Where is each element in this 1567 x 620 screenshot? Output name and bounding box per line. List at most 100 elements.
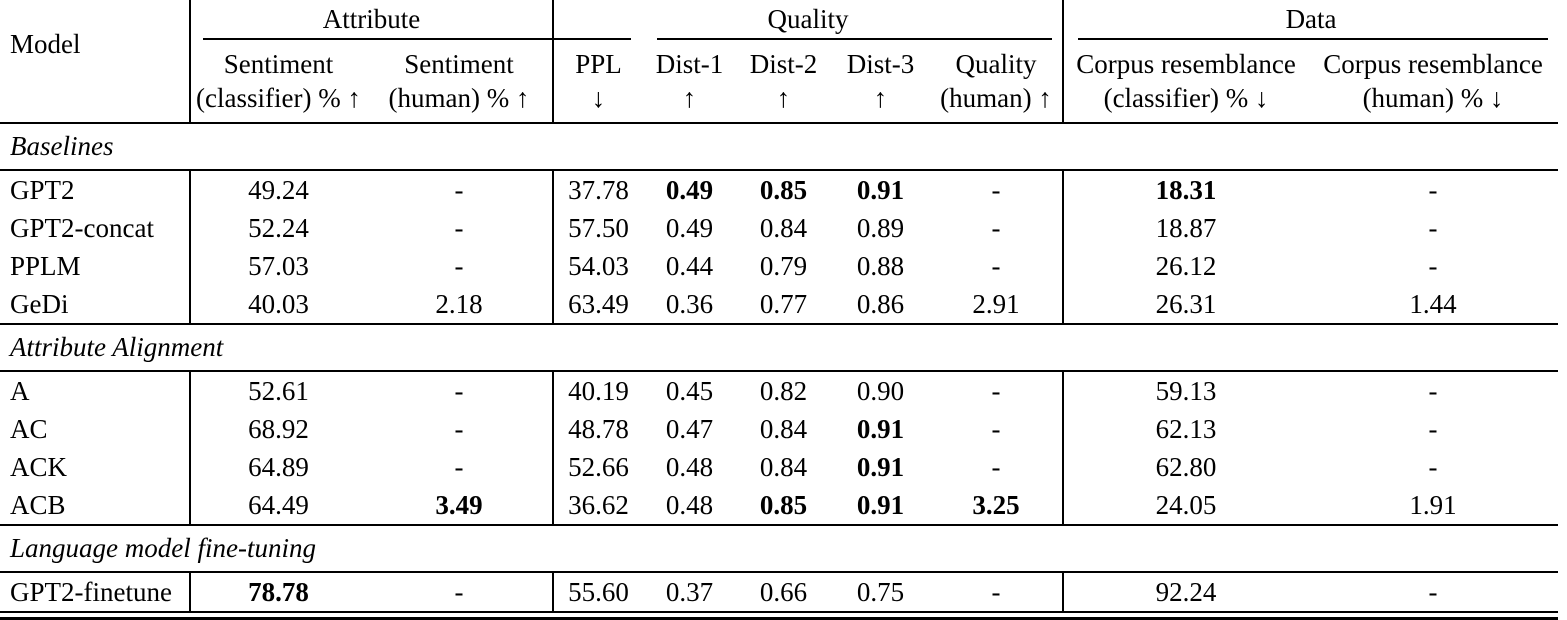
col-header-dist3: Dist-3 ↑ — [831, 44, 931, 124]
model-name: PPLM — [10, 250, 81, 281]
bottom-rule — [0, 612, 1559, 620]
section-row-attribute-alignment: Attribute Alignment — [0, 323, 1559, 372]
cell: 0.82 — [759, 375, 808, 406]
cell: 64.49 — [189, 486, 366, 525]
cell: 0.45 — [665, 375, 714, 406]
cell: 78.78 — [189, 572, 366, 613]
cell: 0.88 — [856, 250, 905, 281]
model-name: GPT2-concat — [10, 212, 154, 243]
cell: 52.24 — [189, 209, 366, 247]
cell: - — [1308, 572, 1559, 613]
cell: 18.31 — [1062, 170, 1309, 209]
cell: 52.66 — [552, 448, 644, 486]
cell: 0.90 — [856, 375, 905, 406]
cell: 68.92 — [189, 410, 366, 448]
cell: - — [454, 375, 464, 406]
cell: - — [454, 174, 464, 205]
cell: 62.80 — [1062, 448, 1309, 486]
cell: - — [991, 413, 1001, 444]
cell: - — [991, 451, 1001, 482]
cell: 0.85 — [759, 489, 808, 520]
table-row-pplm: PPLM 57.03 - 54.03 0.44 0.79 0.88 - 26.1… — [0, 247, 1558, 285]
column-header-row: Sentiment (classifier) % ↑ Sentiment (huma… — [0, 44, 1559, 124]
cell: 26.31 — [1062, 285, 1309, 324]
cell: 48.78 — [552, 410, 644, 448]
bottom-rule-row — [0, 612, 1559, 620]
table-row-ack: ACK 64.89 - 52.66 0.48 0.84 0.91 - 62.80… — [0, 448, 1558, 486]
cell: 92.24 — [1062, 572, 1309, 613]
cell: 0.77 — [759, 288, 808, 319]
cell: 64.89 — [189, 448, 366, 486]
cell: 63.49 — [552, 285, 644, 324]
cell: - — [930, 572, 1064, 613]
model-name: GPT2-finetune — [0, 572, 190, 613]
table-row-acb: ACB 64.49 3.49 36.62 0.48 0.85 0.91 3.25… — [0, 486, 1558, 525]
cell: 0.79 — [759, 250, 808, 281]
group-attribute: Attribute — [188, 0, 554, 38]
cell: 24.05 — [1062, 486, 1309, 525]
cell: 0.44 — [665, 250, 714, 281]
cell: 0.84 — [759, 451, 808, 482]
cell: 2.18 — [435, 288, 483, 319]
cell: - — [1428, 375, 1438, 406]
ppl-cmidrule — [554, 38, 632, 40]
table-row-gedi: GeDi 40.03 2.18 63.49 0.36 0.77 0.86 2.9… — [0, 285, 1558, 324]
cell: 0.37 — [643, 572, 737, 613]
cell: - — [1428, 212, 1438, 243]
cell: 57.50 — [552, 209, 644, 247]
cell: 0.86 — [856, 288, 905, 319]
cell: 54.03 — [552, 247, 644, 285]
model-column-header: Model — [0, 0, 190, 124]
cell: - — [454, 451, 464, 482]
cell: 0.49 — [665, 174, 714, 205]
col-header-ppl: PPL ↓ — [552, 44, 644, 124]
col-header-corpus-human: Corpus resemblance (human) % ↓ — [1308, 44, 1559, 124]
section-row-lm-finetuning: Language model fine-tuning — [0, 524, 1559, 573]
cell: 0.49 — [665, 212, 714, 243]
cell: 0.75 — [831, 572, 931, 613]
cell: 0.48 — [665, 451, 714, 482]
cmidrule-row — [0, 38, 1559, 44]
cell: 2.91 — [972, 288, 1020, 319]
cell: - — [991, 174, 1001, 205]
data-cmidrule-cell — [1062, 38, 1559, 44]
group-data: Data — [1062, 0, 1559, 38]
cell: - — [454, 413, 464, 444]
cell: - — [1428, 174, 1438, 205]
section-title: Baselines — [0, 122, 1559, 171]
cell: 18.87 — [1062, 209, 1309, 247]
cell: 0.85 — [759, 174, 808, 205]
cell: 52.61 — [189, 371, 366, 410]
cell: - — [1428, 250, 1438, 281]
cell: - — [991, 212, 1001, 243]
cell: - — [454, 250, 464, 281]
cell: - — [991, 250, 1001, 281]
cell: 0.84 — [759, 413, 808, 444]
group-quality: Quality — [552, 0, 1064, 38]
cell: 1.44 — [1409, 288, 1457, 319]
cell: 40.19 — [552, 371, 644, 410]
cell: 57.03 — [189, 247, 366, 285]
section-row-baselines: Baselines — [0, 122, 1559, 171]
cell: 0.91 — [856, 489, 905, 520]
cell: 0.89 — [856, 212, 905, 243]
table-row-gpt2-finetune: GPT2-finetune 78.78 - 55.60 0.37 0.66 0.… — [0, 572, 1559, 613]
attribute-cmidrule-cell — [188, 38, 554, 44]
col-header-corpus-classifier: Corpus resemblance (classifier) % ↓ — [1062, 44, 1309, 124]
cell: 0.91 — [856, 413, 905, 444]
quality-cmidrule — [657, 38, 1053, 40]
cell: 0.91 — [856, 451, 905, 482]
col-header-dist1: Dist-1 ↑ — [643, 44, 737, 124]
section-title: Attribute Alignment — [0, 323, 1559, 372]
model-name: GeDi — [10, 288, 69, 319]
cell: 49.24 — [189, 170, 366, 209]
col-header-quality-human: Quality (human) ↑ — [930, 44, 1064, 124]
table-row-gpt2: GPT2 49.24 - 37.78 0.49 0.85 0.91 - 18.3… — [0, 170, 1558, 209]
data-cmidrule — [1078, 38, 1549, 40]
cell: 59.13 — [1062, 371, 1309, 410]
cell: 36.62 — [552, 486, 644, 525]
ppl-cmidrule-cell — [552, 38, 644, 44]
col-header-sentiment-classifier: Sentiment (classifier) % ↑ — [189, 44, 366, 124]
